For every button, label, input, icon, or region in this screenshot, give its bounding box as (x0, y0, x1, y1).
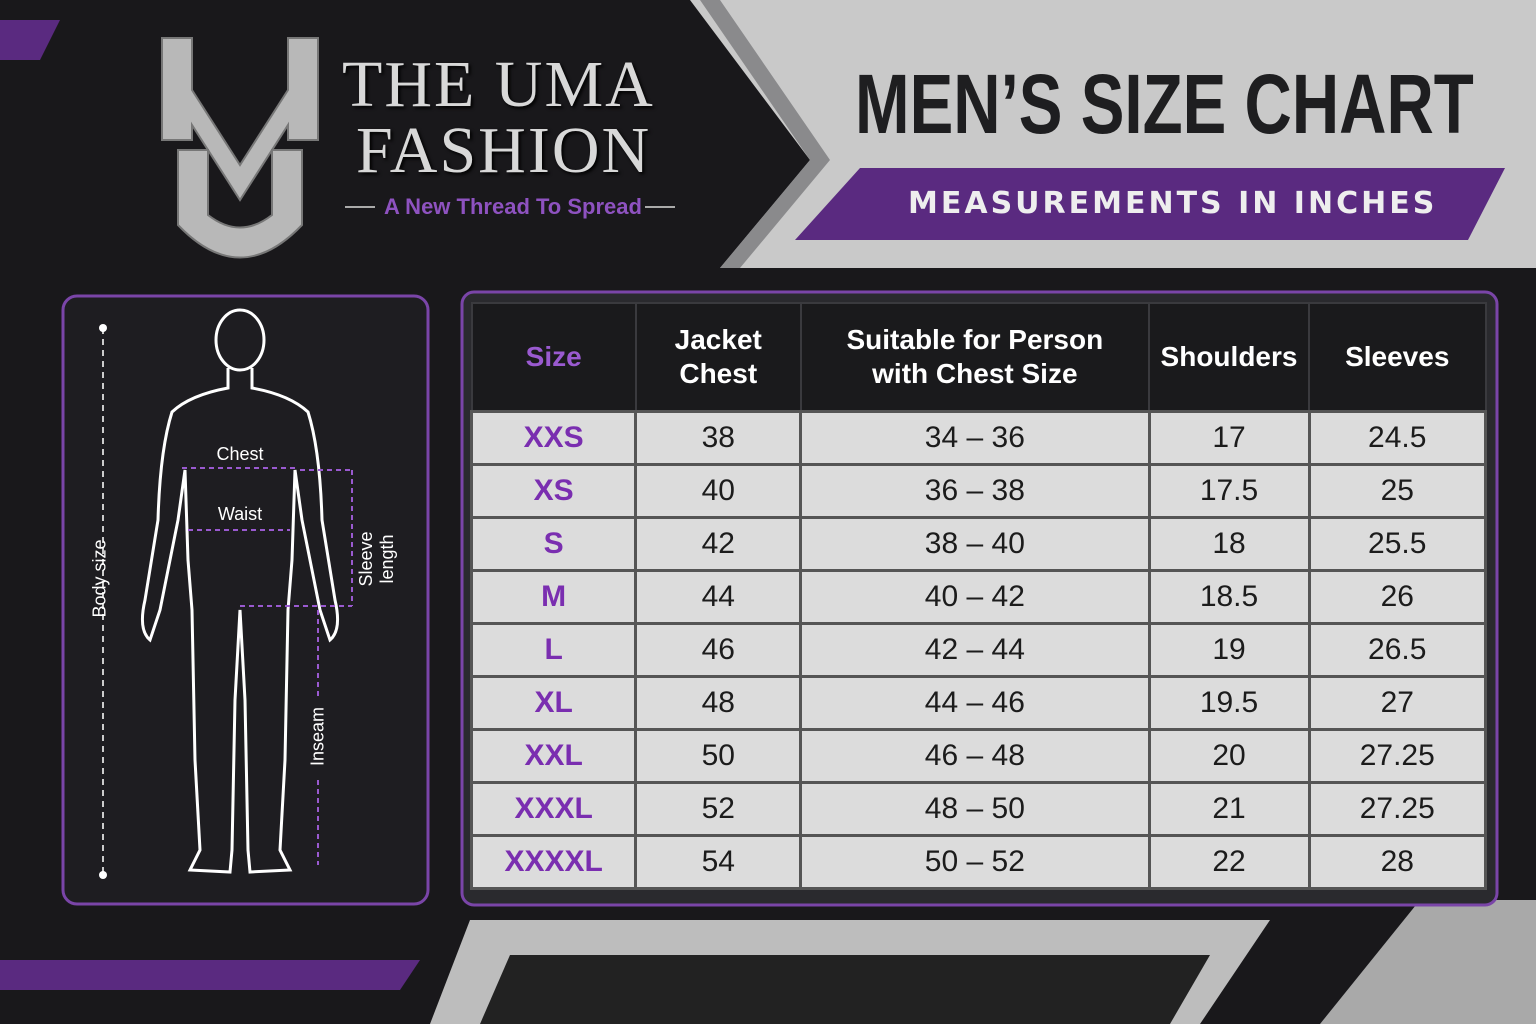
value-cell: 50 (634, 728, 803, 784)
size-cell: XL (469, 675, 638, 731)
value-cell: 17 (1147, 410, 1311, 466)
table-row: M 44 40 – 42 18.5 26 (469, 569, 1487, 625)
value-cell: 40 – 42 (799, 569, 1151, 625)
waist-label: Waist (217, 504, 263, 524)
value-cell: 20 (1147, 728, 1311, 784)
brand-name: THE UMA (342, 48, 655, 121)
size-cell: XXXL (469, 781, 638, 837)
chest-label: Chest (216, 444, 264, 464)
subtitle-band (795, 168, 1505, 240)
table-row: XXS 38 34 – 36 17 24.5 (469, 410, 1487, 466)
body-size-label: Body size (89, 539, 110, 618)
value-cell: 42 (634, 516, 803, 572)
value-cell: 21 (1147, 781, 1311, 837)
header-row: Size Jacket Chest Suitable for Person wi… (470, 302, 1487, 413)
figure-head (214, 308, 266, 372)
value-cell: 52 (634, 781, 803, 837)
table-row: XXXL 52 48 – 50 21 27.25 (469, 781, 1487, 837)
figure-body (140, 368, 340, 874)
value-cell: 25 (1307, 463, 1487, 519)
value-cell: 18.5 (1147, 569, 1311, 625)
value-cell: 19.5 (1147, 675, 1311, 731)
table-row: XXL 50 46 – 48 20 27.25 (469, 728, 1487, 784)
value-cell: 27 (1307, 675, 1487, 731)
value-cell: 46 – 48 (799, 728, 1151, 784)
table-body: XXS 38 34 – 36 17 24.5 XS 40 36 – 38 17.5 25 S 42 38… (469, 410, 1487, 890)
logo (161, 37, 319, 259)
size-cell: M (469, 569, 638, 625)
bottom-right (1320, 900, 1536, 1024)
value-cell: 44 – 46 (799, 675, 1151, 731)
inseam-label: Inseam (307, 706, 328, 767)
figure-panel (61, 294, 430, 906)
table-row: S 42 38 – 40 18 25.5 (469, 516, 1487, 572)
dot (99, 871, 107, 879)
brand-name: FASHION (356, 114, 652, 187)
table-row: XS 40 36 – 38 17.5 25 (469, 463, 1487, 519)
value-cell: 18 (1147, 516, 1311, 572)
title: MEN’S SIZE CHART (855, 57, 1474, 151)
size-cell: XXL (469, 728, 638, 784)
header-edge (700, 0, 830, 268)
column-header: Suitable for Person with Chest Size (799, 302, 1151, 413)
value-cell: 38 (634, 410, 803, 466)
size-cell: L (469, 622, 638, 678)
value-cell: 44 (634, 569, 803, 625)
value-cell: 25.5 (1307, 516, 1487, 572)
subtitle: MEASUREMENTS IN INCHES (908, 186, 1438, 221)
size-cell: XXS (469, 410, 638, 466)
column-header: Jacket Chest (634, 302, 802, 413)
column-header: Shoulders (1148, 302, 1310, 413)
value-cell: 19 (1147, 622, 1311, 678)
value-cell: 26 (1307, 569, 1487, 625)
value-cell: 26.5 (1307, 622, 1487, 678)
value-cell: 54 (634, 834, 803, 890)
size-cell: XS (469, 463, 638, 519)
value-cell: 46 (634, 622, 803, 678)
value-cell: 27.25 (1307, 728, 1487, 784)
dot (99, 324, 107, 332)
top-left-stripe (0, 20, 60, 60)
value-cell: 48 (634, 675, 803, 731)
value-cell: 22 (1147, 834, 1311, 890)
value-cell: 17.5 (1147, 463, 1311, 519)
bottom-left-stripe (0, 960, 420, 990)
value-cell: 27.25 (1307, 781, 1487, 837)
measure-lines (182, 467, 353, 865)
size-table: Size Jacket Chest Suitable for Person wi… (469, 302, 1487, 890)
value-cell: 34 – 36 (799, 410, 1151, 466)
value-cell: 40 (634, 463, 803, 519)
table-row: XXXXL 54 50 – 52 22 28 (469, 834, 1487, 890)
size-cell: S (469, 516, 638, 572)
bottom-inner (480, 955, 1210, 1024)
table-row: XL 48 44 – 46 19.5 27 (469, 675, 1487, 731)
value-cell: 28 (1307, 834, 1487, 890)
value-cell: 50 – 52 (799, 834, 1151, 890)
value-cell: 36 – 38 (799, 463, 1151, 519)
column-header: Size (470, 302, 637, 413)
column-header: Sleeves (1308, 302, 1487, 413)
table-row: L 46 42 – 44 19 26.5 (469, 622, 1487, 678)
value-cell: 38 – 40 (799, 516, 1151, 572)
sleeve-length-label: Sleeve length (356, 531, 397, 587)
value-cell: 48 – 50 (799, 781, 1151, 837)
value-cell: 42 – 44 (799, 622, 1151, 678)
value-cell: 24.5 (1307, 410, 1487, 466)
tagline: A New Thread To Spread (384, 194, 642, 219)
size-cell: XXXXL (469, 834, 638, 890)
